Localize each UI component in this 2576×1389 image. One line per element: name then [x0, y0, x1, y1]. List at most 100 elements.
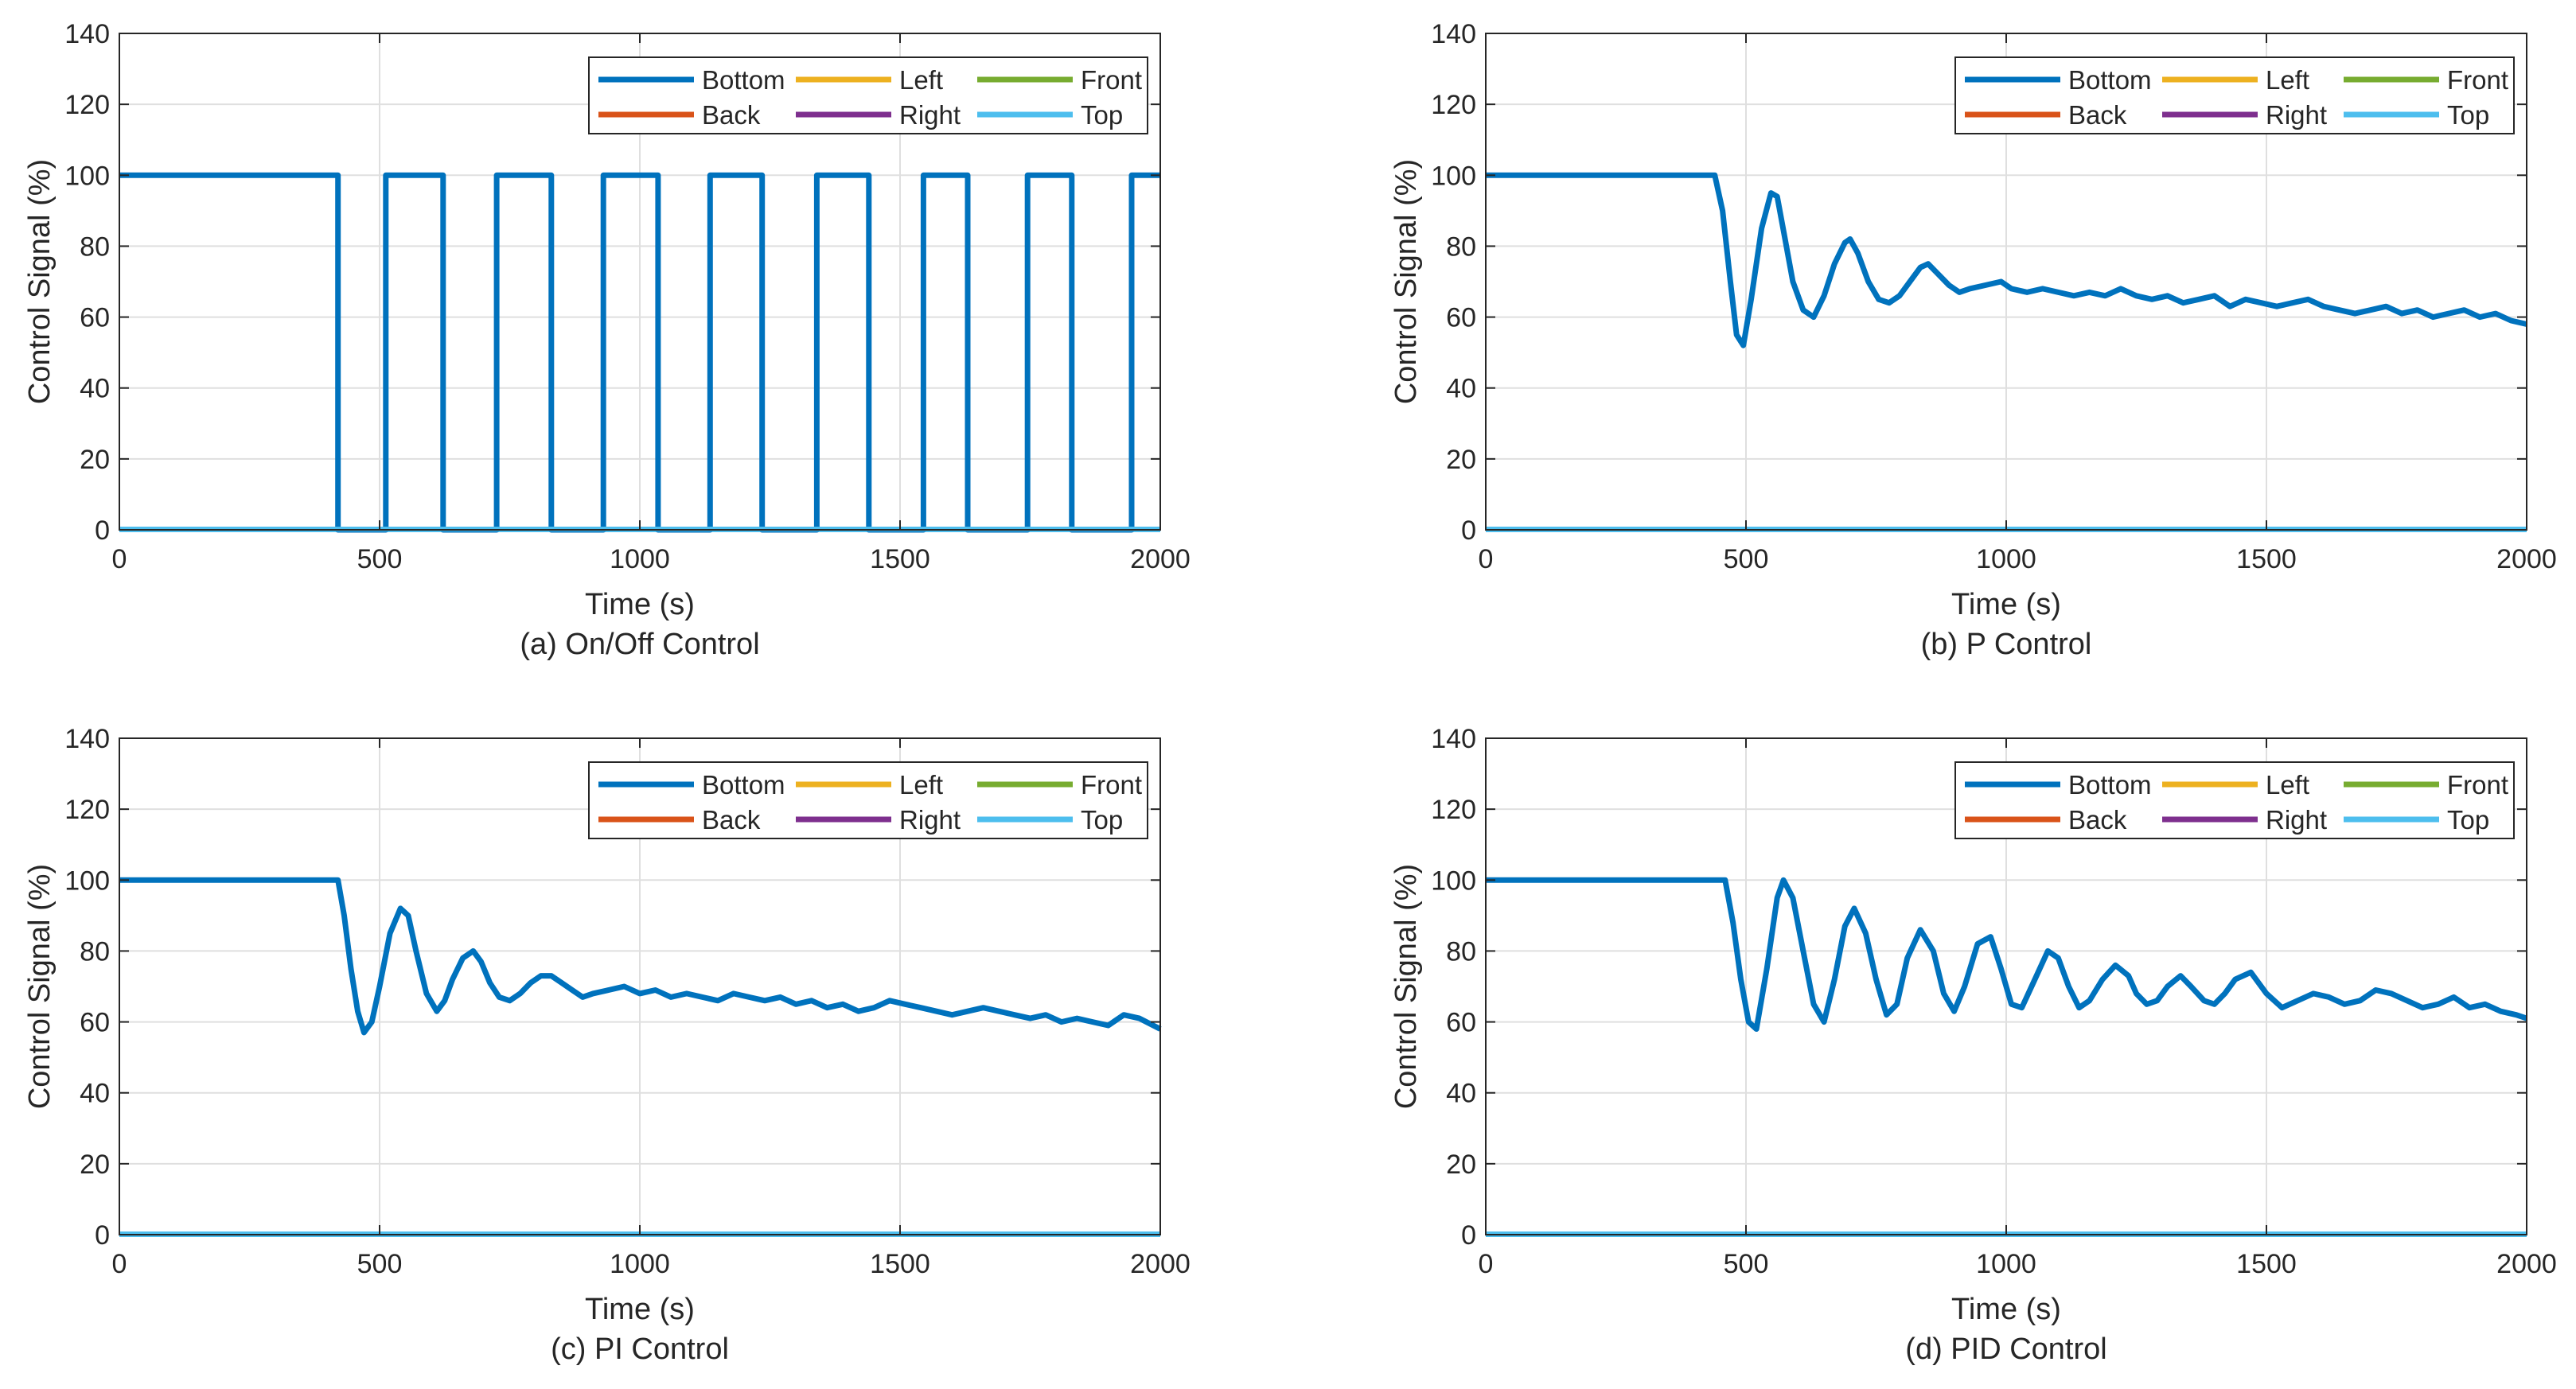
- y-tick-label: 100: [1431, 866, 1476, 896]
- chart-panel-a: 0 500 1000 1500 2000 0 20 40 60 80 100 120 140 Time (…: [23, 19, 1191, 661]
- y-tick-label: 80: [1446, 231, 1476, 262]
- x-tick-label: 0: [1479, 1249, 1494, 1279]
- chart-caption: (d) PID Control: [1905, 1333, 2106, 1366]
- y-tick-label: 40: [1446, 1079, 1476, 1109]
- legend: Bottom Left Front Back Right Top: [588, 56, 1148, 134]
- legend: Bottom Left Front Back Right Top: [1954, 761, 2515, 839]
- y-tick-label: 120: [64, 795, 110, 825]
- y-tick-label: 80: [80, 936, 110, 967]
- y-tick-label: 20: [80, 445, 110, 475]
- legend-label-front: Front: [1081, 770, 1142, 800]
- legend-label-top: Top: [1081, 100, 1123, 130]
- y-tick-label: 40: [1446, 374, 1476, 404]
- x-axis-label: Time (s): [585, 588, 695, 621]
- y-tick-label: 120: [64, 90, 110, 120]
- y-tick-label: 40: [80, 374, 110, 404]
- chart-caption: (b) P Control: [1921, 628, 2092, 661]
- legend-label-left: Left: [2266, 65, 2309, 95]
- y-tick-label: 40: [80, 1079, 110, 1109]
- y-axis-label: Control Signal (%): [23, 159, 57, 404]
- legend-label-right: Right: [899, 805, 961, 835]
- legend-label-top: Top: [1081, 805, 1123, 835]
- x-tick-label: 1000: [1976, 544, 2036, 574]
- legend-label-back: Back: [2068, 100, 2127, 130]
- x-tick-label: 500: [357, 544, 403, 574]
- y-tick-label: 100: [64, 161, 110, 191]
- y-tick-label: 80: [1446, 936, 1476, 967]
- x-axis-label: Time (s): [1951, 1293, 2061, 1326]
- legend-label-left: Left: [2266, 770, 2309, 800]
- y-tick-label: 140: [1431, 19, 1476, 49]
- legend-label-bottom: Bottom: [702, 65, 785, 95]
- legend-label-front: Front: [2447, 770, 2508, 800]
- x-tick-label: 2000: [2496, 1249, 2557, 1279]
- legend-label-left: Left: [899, 770, 943, 800]
- y-tick-label: 60: [80, 303, 110, 333]
- x-tick-label: 1500: [2236, 544, 2297, 574]
- y-tick-label: 0: [1461, 516, 1476, 546]
- series-line-bottom: [1486, 172, 2527, 348]
- y-tick-label: 60: [80, 1008, 110, 1038]
- legend-label-right: Right: [2266, 100, 2327, 130]
- y-tick-label: 140: [1431, 724, 1476, 754]
- y-tick-label: 20: [1446, 445, 1476, 475]
- x-tick-label: 0: [112, 544, 127, 574]
- y-tick-label: 100: [64, 866, 110, 896]
- y-tick-label: 0: [95, 516, 110, 546]
- y-tick-label: 0: [95, 1220, 110, 1251]
- chart-panel-c: 0 500 1000 1500 2000 0 20 40 60 80 100 120 140 Time (…: [23, 724, 1191, 1366]
- chart-caption: (a) On/Off Control: [520, 628, 759, 661]
- legend-label-right: Right: [899, 100, 961, 130]
- legend-label-back: Back: [702, 100, 761, 130]
- x-tick-label: 1500: [870, 1249, 930, 1279]
- x-axis-label: Time (s): [585, 1293, 695, 1326]
- x-tick-label: 500: [1724, 1249, 1769, 1279]
- x-tick-label: 1000: [610, 544, 670, 574]
- legend-label-top: Top: [2447, 805, 2489, 835]
- x-tick-label: 2000: [1130, 544, 1191, 574]
- x-tick-label: 1500: [2236, 1249, 2297, 1279]
- y-tick-label: 20: [1446, 1150, 1476, 1180]
- legend-label-right: Right: [2266, 805, 2327, 835]
- legend: Bottom Left Front Back Right Top: [588, 761, 1148, 839]
- y-axis-label: Control Signal (%): [1389, 864, 1423, 1109]
- legend-label-bottom: Bottom: [2068, 65, 2152, 95]
- y-tick-label: 100: [1431, 161, 1476, 191]
- legend-label-back: Back: [2068, 805, 2127, 835]
- legend: Bottom Left Front Back Right Top: [1954, 56, 2515, 134]
- legend-label-left: Left: [899, 65, 943, 95]
- legend-box: [1954, 761, 2515, 839]
- y-tick-label: 140: [64, 19, 110, 49]
- x-tick-label: 1500: [870, 544, 930, 574]
- y-axis-label: Control Signal (%): [1389, 159, 1423, 404]
- chart-panel-b: 0 500 1000 1500 2000 0 20 40 60 80 100 120 140 Time (…: [1389, 19, 2557, 661]
- legend-box: [1954, 56, 2515, 134]
- series-line-bottom: [1486, 877, 2528, 1032]
- x-tick-label: 500: [1724, 544, 1769, 574]
- legend-box: [588, 761, 1148, 839]
- x-tick-label: 1000: [1976, 1249, 2036, 1279]
- chart-panel-d: 0 500 1000 1500 2000 0 20 40 60 80 100 120 140 Time (…: [1389, 724, 2557, 1366]
- legend-label-top: Top: [2447, 100, 2489, 130]
- x-tick-label: 0: [1479, 544, 1494, 574]
- y-tick-label: 120: [1431, 90, 1476, 120]
- series-line-bottom: [119, 877, 1162, 1036]
- legend-box: [588, 56, 1148, 134]
- x-tick-label: 0: [112, 1249, 127, 1279]
- y-tick-label: 120: [1431, 795, 1476, 825]
- y-tick-label: 140: [64, 724, 110, 754]
- legend-label-bottom: Bottom: [702, 770, 785, 800]
- chart-caption: (c) PI Control: [551, 1333, 729, 1366]
- y-tick-label: 20: [80, 1150, 110, 1180]
- y-tick-label: 80: [80, 231, 110, 262]
- y-axis-label: Control Signal (%): [23, 864, 57, 1109]
- y-tick-label: 60: [1446, 1008, 1476, 1038]
- legend-label-back: Back: [702, 805, 761, 835]
- legend-label-bottom: Bottom: [2068, 770, 2152, 800]
- legend-label-front: Front: [1081, 65, 1142, 95]
- x-axis-label: Time (s): [1951, 588, 2061, 621]
- x-tick-label: 2000: [2496, 544, 2557, 574]
- series-line-bottom: [119, 172, 1160, 533]
- x-tick-label: 1000: [610, 1249, 670, 1279]
